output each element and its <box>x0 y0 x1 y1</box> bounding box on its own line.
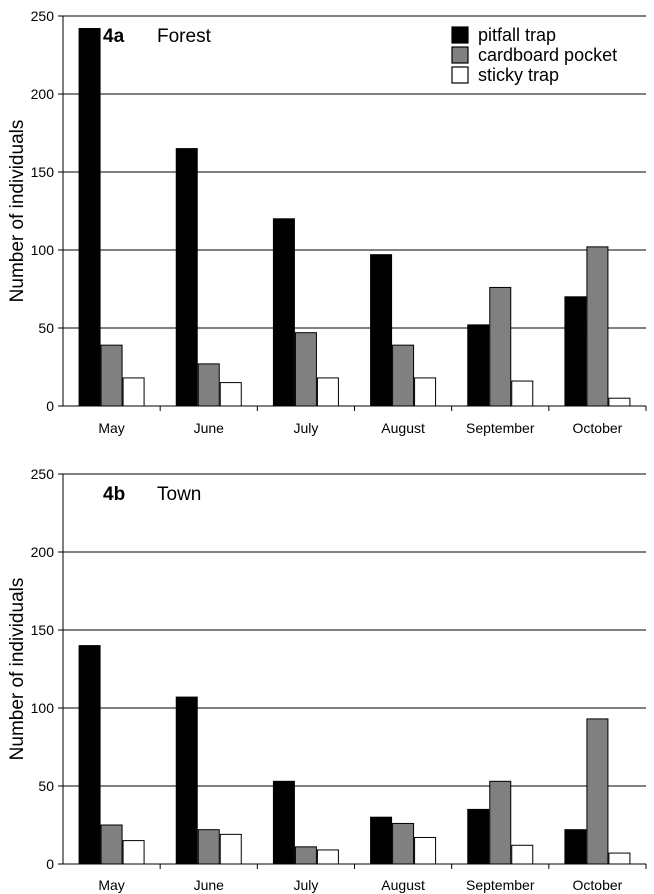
bar-pitfall-trap-may <box>78 645 101 865</box>
bar-cardboard-pocket-july <box>294 846 317 865</box>
bar-sticky-trap-september <box>511 844 534 865</box>
x-category-label: September <box>466 877 535 893</box>
legend-swatch <box>451 46 469 64</box>
panel-label: 4b <box>103 484 125 505</box>
bar-cardboard-pocket-september <box>489 286 512 407</box>
x-category-label: June <box>194 877 225 893</box>
bar-pitfall-trap-october <box>564 296 587 407</box>
bar-pitfall-trap-may <box>78 27 101 407</box>
bar-sticky-trap-october <box>608 852 631 865</box>
y-tick-label: 50 <box>38 320 54 336</box>
x-category-label: October <box>573 877 623 893</box>
panel-town: 0 50 100 150 200 250 Number of individuals May J… <box>7 466 647 893</box>
panel-label: 4a <box>103 26 125 47</box>
x-category-label: June <box>194 420 225 436</box>
x-category-label: July <box>293 420 318 436</box>
y-axis-title: Number of individuals <box>7 120 28 303</box>
bar-cardboard-pocket-october <box>586 246 609 407</box>
bar-cardboard-pocket-august <box>392 822 415 865</box>
bar-sticky-trap-may <box>122 377 145 407</box>
y-tick-label: 200 <box>31 86 55 102</box>
x-category-label: September <box>466 420 535 436</box>
bar-cardboard-pocket-may <box>100 824 123 865</box>
x-category-label: May <box>98 420 124 436</box>
bar-sticky-trap-august <box>414 377 437 407</box>
bar-pitfall-trap-june <box>175 148 198 407</box>
legend-entry: pitfall trap <box>478 25 556 45</box>
bar-sticky-trap-may <box>122 840 145 865</box>
y-tick-label: 100 <box>31 242 55 258</box>
y-tick-label: 250 <box>31 466 55 482</box>
bar-pitfall-trap-october <box>564 829 587 865</box>
y-tick-label: 200 <box>31 544 55 560</box>
bar-sticky-trap-june <box>219 382 242 407</box>
legend-swatch <box>451 26 469 44</box>
y-axis-title: Number of individuals <box>7 578 28 761</box>
legend-swatch <box>451 66 469 84</box>
bar-cardboard-pocket-may <box>100 344 123 407</box>
bar-cardboard-pocket-june <box>197 829 220 865</box>
bar-pitfall-trap-september <box>467 324 490 407</box>
panel-forest: 0 50 100 150 200 250 Number of individuals May J… <box>7 8 647 436</box>
bar-cardboard-pocket-july <box>294 332 317 407</box>
x-category-label: May <box>98 877 124 893</box>
bar-sticky-trap-august <box>414 836 437 865</box>
panel-name: Forest <box>157 26 212 47</box>
x-category-label: July <box>293 877 318 893</box>
bar-sticky-trap-september <box>511 380 534 407</box>
bar-pitfall-trap-august <box>370 816 393 865</box>
y-tick-label: 50 <box>38 778 54 794</box>
panel-name: Town <box>157 484 201 505</box>
y-tick-label: 150 <box>31 164 55 180</box>
bar-cardboard-pocket-september <box>489 780 512 865</box>
bar-cardboard-pocket-october <box>586 718 609 865</box>
y-tick-label: 0 <box>46 398 54 414</box>
bar-pitfall-trap-july <box>272 780 295 865</box>
bar-sticky-trap-june <box>219 833 242 865</box>
bar-sticky-trap-july <box>316 849 339 865</box>
y-tick-label: 100 <box>31 700 55 716</box>
bar-pitfall-trap-august <box>370 254 393 407</box>
x-category-label: August <box>381 877 425 893</box>
bar-cardboard-pocket-august <box>392 344 415 407</box>
bar-pitfall-trap-july <box>272 218 295 407</box>
bar-sticky-trap-october <box>608 397 631 407</box>
y-tick-label: 250 <box>31 8 55 24</box>
bar-pitfall-trap-september <box>467 808 490 865</box>
y-tick-label: 0 <box>46 856 54 872</box>
y-tick-label: 150 <box>31 622 55 638</box>
legend-entry: sticky trap <box>478 65 559 85</box>
x-category-label: October <box>573 420 623 436</box>
bar-cardboard-pocket-june <box>197 363 220 407</box>
bar-sticky-trap-july <box>316 377 339 407</box>
x-category-label: August <box>381 420 425 436</box>
bar-pitfall-trap-june <box>175 696 198 865</box>
legend-entry: cardboard pocket <box>478 45 617 65</box>
